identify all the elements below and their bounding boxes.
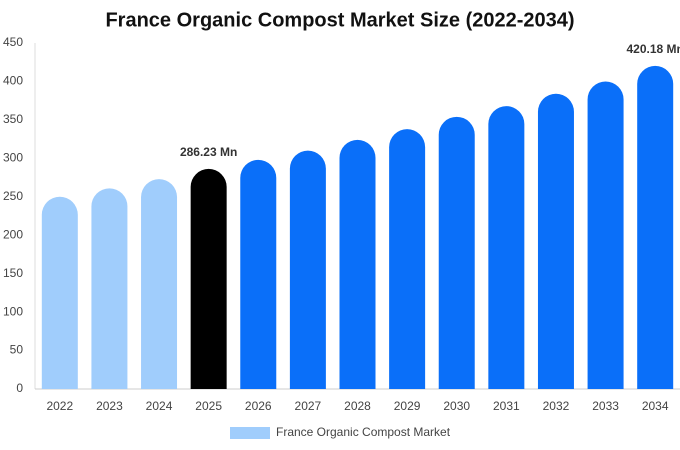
y-tick-label: 150 [3,266,23,280]
bar [438,116,475,389]
bar [537,93,574,389]
x-tick-label: 2033 [592,399,619,413]
bar [289,150,326,389]
x-tick-label: 2024 [146,399,173,413]
bar [637,65,674,389]
x-tick-label: 2030 [443,399,470,413]
bar [587,81,624,389]
x-tick-label: 2032 [543,399,570,413]
y-tick-label: 0 [16,381,23,395]
bar [141,179,178,389]
y-tick-label: 300 [3,151,23,165]
value-label: 286.23 Mn [180,145,237,159]
bar [41,196,78,389]
chart-title: France Organic Compost Market Size (2022… [105,9,574,31]
x-tick-label: 2034 [642,399,669,413]
value-label: 420.18 Mn [627,42,680,56]
bar [190,168,227,389]
y-tick-label: 450 [3,35,23,49]
x-tick-label: 2023 [96,399,123,413]
x-tick-label: 2028 [344,399,371,413]
legend-label: France Organic Compost Market [276,425,451,439]
x-tick-label: 2029 [394,399,421,413]
y-tick-label: 400 [3,74,23,88]
bar [488,106,525,390]
bar [389,129,426,390]
y-tick-label: 100 [3,304,23,318]
y-tick-label: 200 [3,227,23,241]
x-tick-label: 2027 [295,399,322,413]
bar [91,188,128,389]
y-tick-label: 250 [3,189,23,203]
x-tick-label: 2025 [195,399,222,413]
bar [240,159,277,389]
x-tick-label: 2022 [46,399,73,413]
y-tick-label: 50 [10,343,24,357]
legend-swatch [230,427,270,439]
x-tick-label: 2026 [245,399,272,413]
y-tick-label: 350 [3,112,23,126]
bar [339,139,376,389]
x-tick-label: 2031 [493,399,520,413]
